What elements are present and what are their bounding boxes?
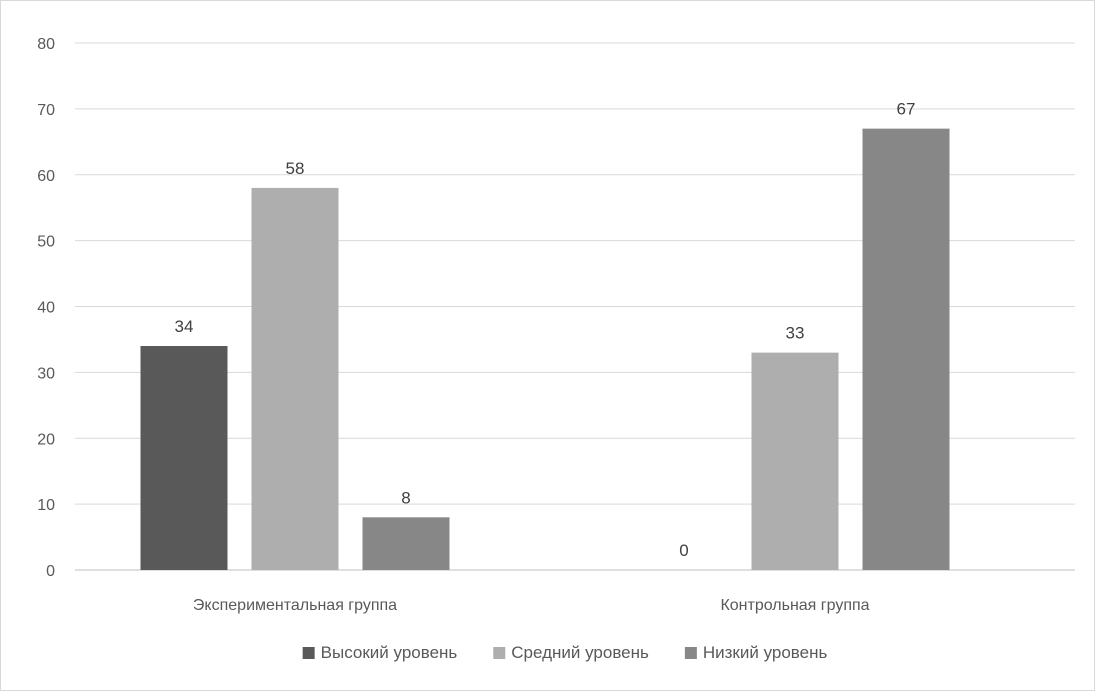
y-tick-label: 20 xyxy=(37,431,55,448)
legend-item: Низкий уровень xyxy=(685,643,828,662)
data-label: 34 xyxy=(175,317,194,336)
y-tick-label: 70 xyxy=(37,102,55,119)
bar xyxy=(863,129,950,570)
legend-label: Средний уровень xyxy=(511,643,649,662)
y-tick-label: 30 xyxy=(37,365,55,382)
bar xyxy=(752,353,839,570)
data-label: 8 xyxy=(401,488,410,507)
y-axis-ticks: 0 10 20 30 40 50 60 70 80 xyxy=(37,36,55,580)
data-label: 67 xyxy=(897,100,916,119)
legend: Высокий уровень Средний уровень Низкий уро… xyxy=(303,643,828,662)
legend-item: Высокий уровень xyxy=(303,643,458,662)
y-tick-label: 0 xyxy=(46,563,55,580)
y-tick-label: 80 xyxy=(37,36,55,53)
category-label: Экспериментальная группа xyxy=(193,597,397,614)
data-label: 0 xyxy=(679,541,688,560)
data-label: 33 xyxy=(786,324,805,343)
bar xyxy=(141,346,228,570)
bar xyxy=(363,517,450,570)
y-tick-label: 10 xyxy=(37,497,55,514)
legend-swatch xyxy=(685,647,697,659)
legend-label: Низкий уровень xyxy=(703,643,828,662)
y-tick-label: 40 xyxy=(37,300,55,317)
y-tick-label: 50 xyxy=(37,234,55,251)
category-label: Контрольная группа xyxy=(720,597,869,614)
data-label: 58 xyxy=(286,159,305,178)
legend-label: Высокий уровень xyxy=(321,643,458,662)
legend-swatch xyxy=(493,647,505,659)
x-axis-categories: Экспериментальная группа Контрольная груп… xyxy=(193,597,870,614)
legend-swatch xyxy=(303,647,315,659)
y-tick-label: 60 xyxy=(37,168,55,185)
bar xyxy=(252,188,339,570)
legend-item: Средний уровень xyxy=(493,643,649,662)
